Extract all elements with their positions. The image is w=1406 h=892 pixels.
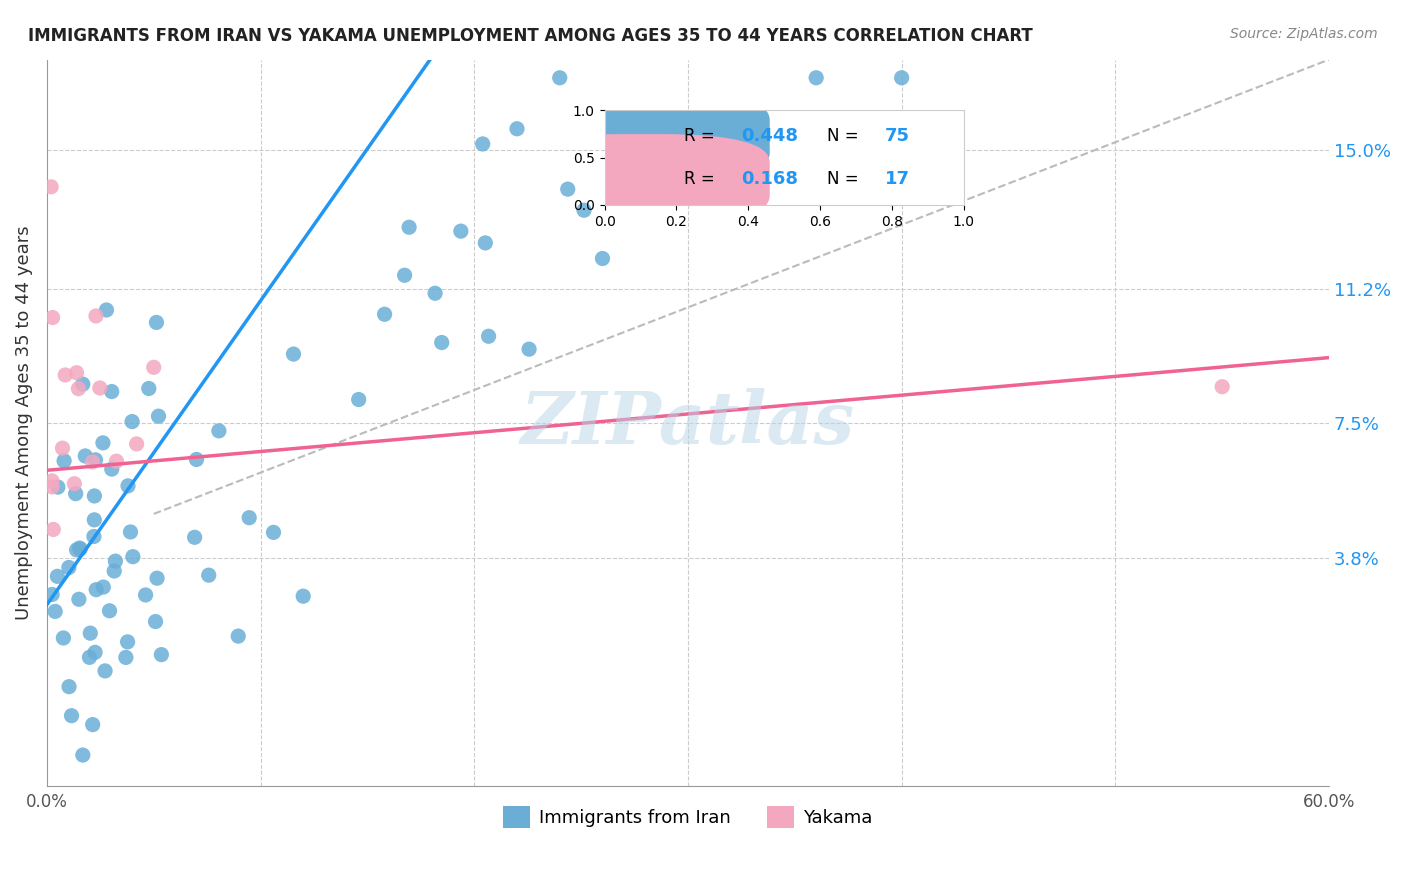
Immigrants from Iran [65, 486, 87, 500]
Yakama [39, 179, 62, 194]
Immigrants from Iran [41, 587, 63, 601]
Immigrants from Iran [58, 680, 80, 694]
Immigrants from Iran [146, 571, 169, 585]
Immigrants from Iran [474, 235, 496, 250]
Immigrants from Iran [471, 136, 494, 151]
Immigrants from Iran [67, 592, 90, 607]
Immigrants from Iran [347, 392, 370, 407]
Immigrants from Iran [72, 377, 94, 392]
Immigrants from Iran [148, 409, 170, 424]
Yakama [89, 381, 111, 395]
Immigrants from Iran [44, 604, 66, 618]
Yakama [82, 455, 104, 469]
Immigrants from Iran [46, 569, 69, 583]
Immigrants from Iran [84, 645, 107, 659]
Immigrants from Iran [517, 342, 540, 356]
Yakama [41, 480, 63, 494]
Immigrants from Iran [69, 541, 91, 556]
Immigrants from Iran [477, 329, 499, 343]
Immigrants from Iran [60, 708, 83, 723]
Immigrants from Iran [450, 224, 472, 238]
Yakama [67, 382, 90, 396]
Yakama [125, 437, 148, 451]
Yakama [65, 366, 87, 380]
Immigrants from Iran [263, 525, 285, 540]
Immigrants from Iran [238, 510, 260, 524]
Immigrants from Iran [197, 568, 219, 582]
Immigrants from Iran [100, 384, 122, 399]
Yakama [51, 441, 73, 455]
Immigrants from Iran [83, 529, 105, 543]
Immigrants from Iran [98, 604, 121, 618]
Yakama [84, 309, 107, 323]
Immigrants from Iran [52, 631, 75, 645]
Immigrants from Iran [283, 347, 305, 361]
Immigrants from Iran [96, 303, 118, 318]
Immigrants from Iran [79, 626, 101, 640]
Immigrants from Iran [83, 489, 105, 503]
Immigrants from Iran [94, 664, 117, 678]
Immigrants from Iran [100, 462, 122, 476]
Immigrants from Iran [150, 648, 173, 662]
Immigrants from Iran [82, 717, 104, 731]
Yakama [142, 360, 165, 375]
Immigrants from Iran [145, 615, 167, 629]
Yakama [41, 474, 63, 488]
Immigrants from Iran [138, 382, 160, 396]
Immigrants from Iran [374, 307, 396, 321]
Immigrants from Iran [572, 203, 595, 218]
Immigrants from Iran [69, 541, 91, 555]
Yakama [105, 454, 128, 468]
Immigrants from Iran [103, 564, 125, 578]
Immigrants from Iran [292, 589, 315, 603]
Immigrants from Iran [121, 415, 143, 429]
Immigrants from Iran [120, 524, 142, 539]
Immigrants from Iran [122, 549, 145, 564]
Immigrants from Iran [84, 582, 107, 597]
Immigrants from Iran [84, 453, 107, 467]
Immigrants from Iran [506, 121, 529, 136]
Immigrants from Iran [183, 530, 205, 544]
Legend: Immigrants from Iran, Yakama: Immigrants from Iran, Yakama [496, 799, 880, 836]
Immigrants from Iran [104, 554, 127, 568]
Text: ZIPatlas: ZIPatlas [520, 387, 855, 458]
Immigrants from Iran [115, 650, 138, 665]
Immigrants from Iran [72, 747, 94, 762]
Immigrants from Iran [135, 588, 157, 602]
Immigrants from Iran [145, 315, 167, 329]
Immigrants from Iran [46, 480, 69, 494]
Immigrants from Iran [557, 182, 579, 196]
Immigrants from Iran [398, 220, 420, 235]
Yakama [53, 368, 76, 382]
Immigrants from Iran [65, 543, 87, 558]
Immigrants from Iran [208, 424, 231, 438]
Immigrants from Iran [423, 286, 446, 301]
Y-axis label: Unemployment Among Ages 35 to 44 years: Unemployment Among Ages 35 to 44 years [15, 226, 32, 620]
Immigrants from Iran [430, 335, 453, 350]
Immigrants from Iran [53, 454, 76, 468]
Yakama [63, 476, 86, 491]
Immigrants from Iran [890, 70, 912, 85]
Immigrants from Iran [804, 70, 827, 85]
Yakama [42, 523, 65, 537]
Immigrants from Iran [58, 560, 80, 574]
Immigrants from Iran [592, 252, 614, 266]
Immigrants from Iran [83, 513, 105, 527]
Yakama [1211, 380, 1233, 394]
Immigrants from Iran [394, 268, 416, 283]
Yakama [41, 310, 63, 325]
Immigrants from Iran [117, 479, 139, 493]
Immigrants from Iran [91, 580, 114, 594]
Immigrants from Iran [117, 635, 139, 649]
Immigrants from Iran [186, 452, 208, 467]
Immigrants from Iran [548, 70, 571, 85]
Immigrants from Iran [75, 449, 97, 463]
Immigrants from Iran [226, 629, 249, 643]
Text: IMMIGRANTS FROM IRAN VS YAKAMA UNEMPLOYMENT AMONG AGES 35 TO 44 YEARS CORRELATIO: IMMIGRANTS FROM IRAN VS YAKAMA UNEMPLOYM… [28, 27, 1033, 45]
Immigrants from Iran [79, 650, 101, 665]
Immigrants from Iran [91, 435, 114, 450]
Text: Source: ZipAtlas.com: Source: ZipAtlas.com [1230, 27, 1378, 41]
